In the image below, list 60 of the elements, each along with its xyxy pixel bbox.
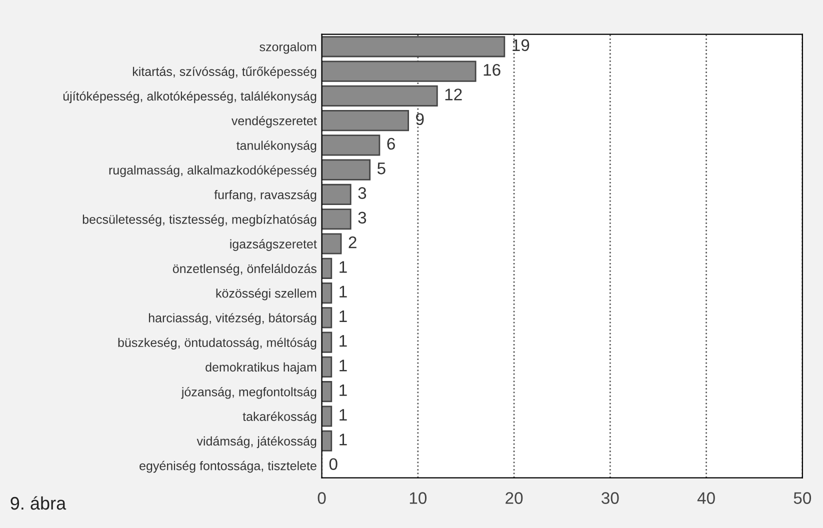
y-tick-label: igazságszeretet	[230, 239, 317, 251]
bar	[322, 134, 380, 156]
data-label: 1	[340, 335, 347, 347]
y-tick-label: takarékosság	[242, 412, 316, 424]
data-label: 3	[358, 212, 366, 224]
y-tick-label: furfang, ravaszság	[214, 190, 316, 202]
bar	[322, 258, 332, 279]
bar	[322, 282, 332, 304]
bar	[322, 184, 352, 206]
y-tick-label: szorgalom	[260, 42, 316, 54]
data-label: 1	[340, 409, 347, 421]
y-tick-label: harciasság, vitézség, bátorság	[148, 313, 316, 325]
x-tick-label: 20	[506, 492, 523, 504]
data-label: 9	[416, 113, 424, 126]
y-tick-label: vidámság, játékosság	[196, 436, 316, 448]
x-tick-label: 10	[410, 492, 427, 504]
x-tick-label: 50	[794, 492, 812, 504]
data-label: 5	[377, 162, 386, 174]
data-label: 16	[484, 64, 500, 76]
bar	[322, 159, 371, 180]
bar	[322, 356, 332, 378]
data-label: 1	[340, 360, 347, 372]
y-tick-label: demokratikus hajam	[206, 362, 316, 374]
data-label: 6	[387, 138, 395, 150]
data-label: 1	[340, 384, 347, 396]
y-tick-label: becsületesség, tisztesség, megbízhatóság	[82, 214, 316, 226]
y-tick-label: közösségi szellem	[216, 288, 316, 300]
y-tick-label: büszkeség, öntudatosság, méltóság	[118, 338, 316, 350]
bar	[322, 406, 332, 427]
bar	[322, 381, 332, 402]
data-label: 1	[340, 434, 347, 446]
bar	[322, 208, 352, 230]
text: 9. ábra	[10, 496, 66, 510]
bar	[322, 332, 332, 353]
bar	[322, 110, 409, 132]
y-tick-label: tanulékonyság	[236, 140, 316, 152]
y-tick-label: józanság, megfontoltság	[181, 386, 316, 399]
data-label: 0	[329, 458, 338, 470]
bar	[322, 60, 476, 82]
data-label: 1	[340, 261, 347, 273]
bar	[322, 36, 506, 58]
data-label: 12	[445, 88, 462, 100]
bar	[322, 307, 332, 328]
x-tick-label: 0	[318, 492, 326, 504]
y-tick-label: egyéniség fontossága, tisztelete	[140, 460, 316, 473]
bar	[322, 430, 332, 452]
data-label: 2	[348, 236, 356, 248]
data-label: 1	[340, 310, 347, 322]
y-tick-label: újítóképesség, alkotóképesség, találékonyság	[63, 91, 316, 104]
data-label: 3	[358, 187, 366, 199]
y-tick-label: kitartás, szívósság, tűrőképesség	[132, 66, 316, 78]
data-label: 19	[512, 39, 530, 52]
y-tick-label: vendégszeretet	[232, 116, 317, 128]
y-tick-label: önzetlenség, önfeláldozás	[172, 264, 316, 276]
x-tick-label: 30	[602, 492, 619, 504]
data-label: 1	[340, 286, 347, 298]
x-tick-label: 40	[697, 492, 715, 504]
bar	[322, 233, 342, 254]
y-tick-label: rugalmasság, alkalmazkodóképesség	[109, 165, 316, 178]
bar	[322, 85, 438, 106]
